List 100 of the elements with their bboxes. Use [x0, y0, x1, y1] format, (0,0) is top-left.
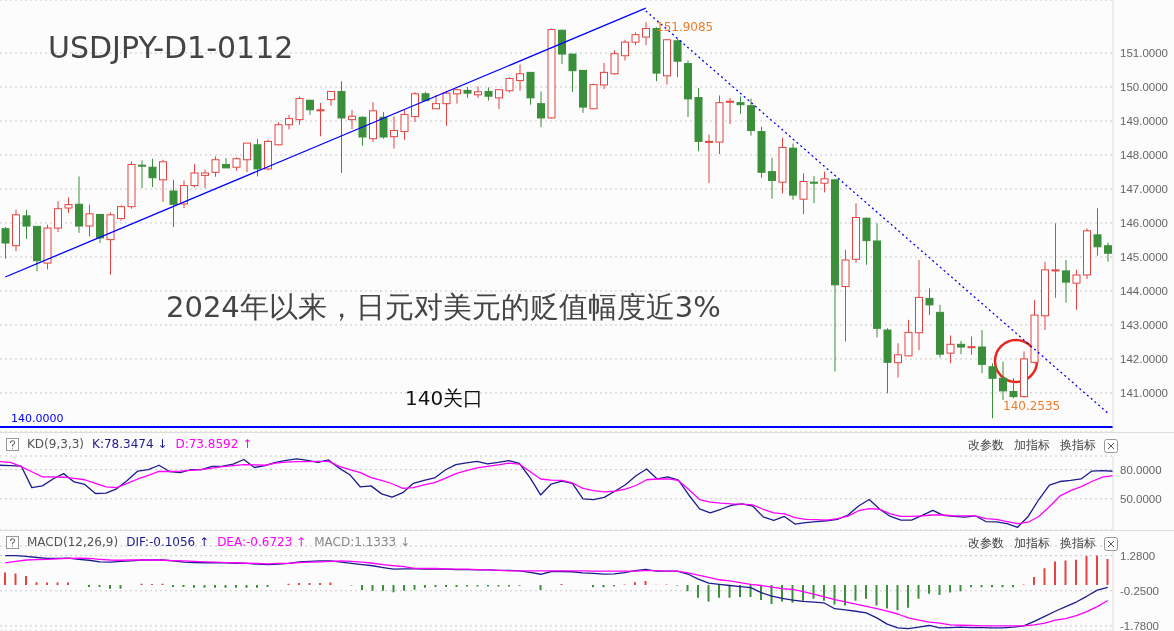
candlestick	[159, 159, 167, 203]
candlestick	[988, 362, 997, 419]
candlestick	[768, 157, 776, 200]
y-tick-label: 149.0000	[1120, 115, 1168, 128]
text: 换指标	[1060, 437, 1096, 454]
bar	[938, 585, 941, 595]
bar	[917, 585, 920, 599]
bar	[634, 582, 636, 586]
candlestick	[348, 109, 356, 130]
y-tick-label: 144.0000	[1120, 285, 1168, 298]
candlestick	[474, 85, 482, 99]
bar	[959, 585, 962, 592]
candlestick	[148, 158, 157, 188]
bar	[256, 585, 258, 588]
candlestick	[894, 342, 902, 379]
candlestick	[285, 114, 293, 130]
candlestick	[295, 96, 304, 126]
candlestick	[568, 53, 577, 93]
bar	[644, 580, 647, 586]
bar	[203, 585, 206, 588]
candlestick	[946, 334, 955, 364]
bar	[928, 585, 930, 594]
candlestick	[999, 361, 1007, 401]
bar	[445, 585, 447, 588]
bar	[697, 585, 699, 598]
bar	[1064, 560, 1067, 586]
y-tick-label: 147.0000	[1120, 183, 1168, 196]
bar	[14, 573, 17, 586]
candlestick	[358, 115, 367, 147]
bar	[1043, 568, 1046, 586]
y-tick-label: 142.0000	[1120, 353, 1168, 366]
candlestick	[600, 62, 608, 90]
bar	[35, 582, 38, 586]
bar	[25, 576, 27, 586]
candlestick	[96, 213, 104, 244]
candlestick	[453, 88, 461, 105]
candlestick	[316, 102, 325, 137]
bar	[1054, 561, 1056, 586]
candlestick	[1051, 222, 1060, 299]
bar	[434, 585, 437, 588]
bar	[539, 585, 542, 591]
series-label: D:73.8592 ↑	[175, 437, 253, 451]
text: 改参数	[968, 437, 1004, 454]
candlestick	[1093, 207, 1102, 257]
candlestick	[810, 175, 818, 204]
bar	[739, 585, 741, 597]
bar	[844, 585, 846, 606]
bar	[424, 585, 426, 588]
bar	[172, 585, 174, 588]
candlestick	[642, 21, 650, 46]
bar	[1033, 577, 1035, 586]
candlestick	[411, 91, 419, 123]
bar	[245, 585, 248, 588]
bar	[1096, 555, 1098, 586]
candlestick	[211, 155, 220, 178]
bar	[182, 585, 185, 588]
candlestick	[820, 171, 829, 193]
candlestick	[705, 134, 713, 184]
candlestick	[1104, 242, 1112, 263]
candlestick	[904, 319, 913, 357]
candlestick	[180, 179, 188, 209]
chart-title: MACD(12,26,9)	[27, 535, 119, 549]
candlestick	[516, 64, 524, 92]
bar	[4, 572, 6, 586]
bar	[109, 585, 111, 589]
candlestick	[1, 226, 10, 260]
candlestick	[799, 172, 808, 215]
y-tick-label: 150.0000	[1120, 81, 1168, 94]
text: 加指标	[1014, 437, 1050, 454]
candlestick	[54, 200, 62, 233]
bar	[392, 585, 395, 593]
bar	[235, 585, 237, 588]
annotation: 151.9085	[656, 20, 714, 34]
y-tick-label: 143.0000	[1120, 319, 1168, 332]
bar	[728, 585, 731, 598]
bar	[896, 585, 899, 611]
annotation: MACD:1.1333 ↓	[314, 535, 411, 549]
bar	[319, 582, 321, 586]
candlestick	[978, 329, 986, 374]
candlestick	[169, 179, 178, 228]
annotation: 2024年以来，日元对美元的贬值幅度近3%	[166, 289, 721, 326]
candlestick	[1062, 259, 1070, 303]
bar	[308, 582, 311, 586]
annotation: 140关口	[405, 385, 484, 412]
candlestick	[222, 157, 230, 169]
y-tick-label: 151.0000	[1120, 47, 1168, 60]
bar	[88, 585, 90, 588]
chart-title: KD(9,3,3)	[27, 437, 85, 451]
annotation: 换指标	[1060, 535, 1096, 552]
bar	[214, 585, 216, 588]
candlestick	[400, 109, 409, 141]
bar	[119, 585, 122, 589]
candlestick	[390, 115, 398, 150]
annotation: 改参数	[968, 535, 1004, 552]
candlestick	[190, 163, 199, 188]
candlestick	[673, 38, 682, 78]
y-tick-label: 50.0000	[1120, 492, 1162, 505]
bar	[193, 585, 195, 588]
bar	[907, 585, 909, 608]
text: USDJPY-D1-0112	[48, 30, 294, 65]
